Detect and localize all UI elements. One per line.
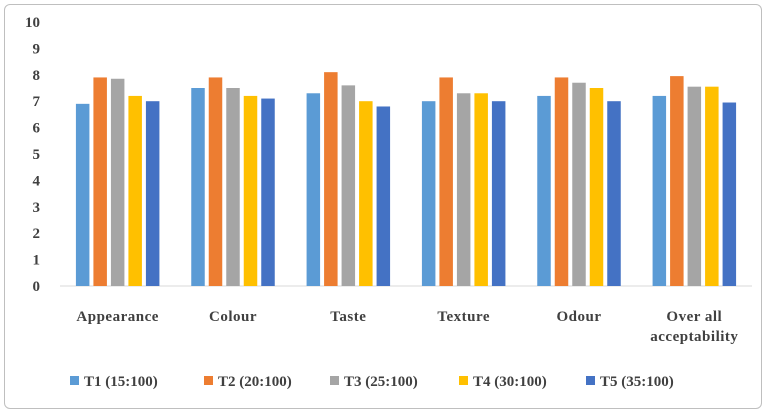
y-tick-label: 0 xyxy=(33,279,41,295)
bar xyxy=(145,101,160,286)
y-axis-ticks: 0 1 2 3 4 5 6 7 8 9 10 xyxy=(25,15,41,295)
bars xyxy=(75,72,737,287)
bar xyxy=(421,101,436,286)
bar xyxy=(456,93,471,286)
legend: T1 (15:100) T2 (20:100) T3 (25:100) T4 (30:… xyxy=(70,374,674,390)
bar xyxy=(341,85,356,286)
y-tick-label: 2 xyxy=(33,226,41,242)
bar xyxy=(491,101,506,286)
bar xyxy=(359,101,373,286)
y-tick-label: 3 xyxy=(33,200,41,216)
bar xyxy=(572,82,586,286)
y-tick-label: 5 xyxy=(33,147,41,163)
bar xyxy=(191,88,205,286)
y-tick-label: 7 xyxy=(33,94,41,110)
category-label: Over all acceptability xyxy=(650,309,738,345)
bar xyxy=(75,103,90,286)
category-label-line: Appearance xyxy=(76,309,159,325)
bar xyxy=(670,76,684,287)
bar xyxy=(376,106,391,286)
y-tick-label: 4 xyxy=(33,173,41,189)
bar xyxy=(687,86,702,287)
category-label-line: Taste xyxy=(330,309,366,325)
legend-label: T4 (30:100) xyxy=(473,374,547,390)
category-label-line: Over all xyxy=(666,309,722,325)
y-tick-label: 9 xyxy=(33,41,41,57)
bar xyxy=(652,95,667,286)
legend-label: T3 (25:100) xyxy=(344,374,418,390)
legend-label: T5 (35:100) xyxy=(600,374,674,390)
legend-swatch xyxy=(330,376,339,385)
category-labels: Appearance Colour Taste Texture Odour Over al… xyxy=(76,309,738,345)
bar xyxy=(226,88,240,286)
category-label-line: Texture xyxy=(437,309,490,325)
bar xyxy=(537,95,551,286)
bar xyxy=(439,77,453,286)
bar xyxy=(324,72,338,286)
bar xyxy=(93,77,107,286)
bar xyxy=(705,86,719,287)
bar xyxy=(208,77,223,286)
category-label: Odour xyxy=(556,309,601,325)
bar xyxy=(306,93,321,286)
category-label-line: Colour xyxy=(209,309,257,325)
category-label-line: Odour xyxy=(556,309,601,325)
legend-label: T1 (15:100) xyxy=(84,374,158,390)
legend-swatch xyxy=(459,376,468,385)
legend-swatch xyxy=(204,376,213,385)
y-tick-label: 8 xyxy=(33,68,41,84)
y-tick-label: 10 xyxy=(25,15,40,31)
bar xyxy=(554,77,569,286)
bar xyxy=(243,95,258,286)
bar xyxy=(110,78,125,286)
category-label-line: acceptability xyxy=(650,329,738,345)
legend-swatch xyxy=(70,376,79,385)
bar xyxy=(474,93,488,286)
category-label: Texture xyxy=(437,309,490,325)
bar xyxy=(261,98,275,286)
legend-label: T2 (20:100) xyxy=(218,374,292,390)
bar xyxy=(128,95,142,286)
category-label: Colour xyxy=(209,309,257,325)
category-label: Taste xyxy=(330,309,366,325)
bar xyxy=(722,102,737,287)
y-tick-label: 1 xyxy=(33,253,41,269)
bar xyxy=(607,101,621,286)
legend-swatch xyxy=(586,376,595,385)
bar xyxy=(589,88,604,286)
category-label: Appearance xyxy=(76,309,159,325)
y-tick-label: 6 xyxy=(33,121,41,137)
